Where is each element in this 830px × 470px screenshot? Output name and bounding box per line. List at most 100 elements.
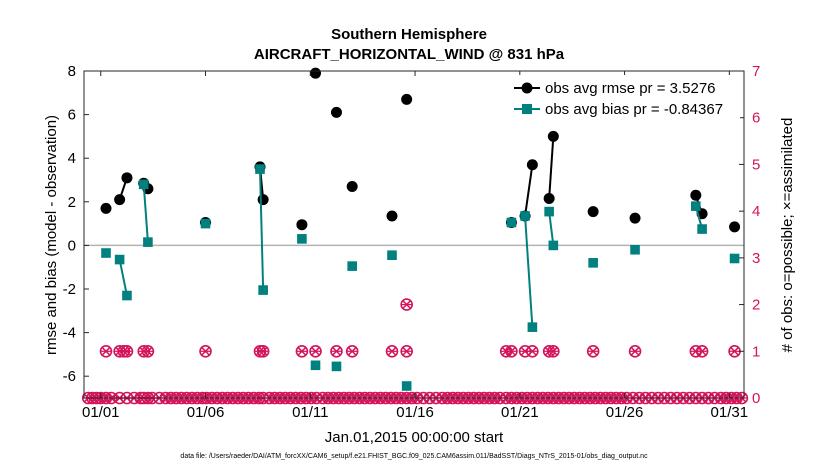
legend-bias-marker (522, 104, 532, 114)
y-right-tick-label: 7 (752, 63, 760, 80)
rmse-point (401, 93, 413, 105)
obs-count-marker (695, 344, 709, 358)
y-right-tick-label: 2 (752, 297, 760, 314)
rmse-point (587, 206, 599, 218)
y-right-tick-label: 6 (752, 110, 760, 127)
legend-rmse-marker (521, 82, 533, 94)
y-tick-label: -4 (63, 325, 76, 342)
obs-count-marker (385, 344, 399, 358)
rmse-point (690, 189, 702, 201)
y-tick-label: -2 (63, 281, 76, 298)
chart-title: Southern Hemisphere (331, 26, 487, 43)
obs-count-marker (400, 344, 413, 358)
bias-point (255, 164, 265, 174)
bias-point (520, 211, 530, 221)
rmse-point (114, 194, 126, 206)
right-axis: 0 1 2 3 4 5 6 7 (739, 63, 760, 407)
bias-point (200, 218, 211, 229)
x-tick-label: 01/16 (396, 404, 434, 421)
y-tick-label: 4 (68, 150, 76, 167)
obs-count-marker (309, 344, 322, 358)
obs-count-marker (256, 344, 270, 358)
series-line (524, 164, 534, 217)
bias-point (310, 360, 321, 371)
rmse-point (386, 210, 398, 222)
x-tick-label: 01/06 (187, 404, 225, 421)
bias-point (143, 237, 153, 247)
bias-point (506, 217, 517, 228)
chart-titles: Southern Hemisphere AIRCRAFT_HORIZONTAL_… (254, 26, 565, 63)
obs-count-marker (400, 298, 413, 311)
series-layer (100, 67, 741, 391)
rmse-point (729, 221, 741, 233)
rmse-point (257, 194, 269, 206)
rmse-point (629, 212, 641, 224)
obs-count-marker (295, 344, 309, 358)
rmse-point (296, 219, 308, 231)
y-axis-label: rmse and bias (model - observation) (43, 115, 60, 355)
x-axis-label: Jan.01,2015 00:00:00 start (325, 429, 504, 446)
series-line (259, 169, 265, 291)
rmse-point (526, 159, 538, 171)
legend-rmse-label: obs avg rmse pr = 3.5276 (545, 80, 716, 97)
obs-count-marker (526, 344, 539, 358)
bias-point (101, 248, 111, 258)
rmse-point (121, 172, 133, 184)
y-tick-label: 0 (68, 237, 76, 254)
bias-point (401, 381, 412, 391)
bias-point (297, 234, 307, 244)
rmse-point (100, 202, 112, 214)
obs-count-marker (199, 344, 212, 358)
left-axis: -6 -4 -2 0 2 4 6 8 (63, 63, 89, 385)
obs-count-marker (141, 344, 155, 358)
y-tick-label: 8 (68, 63, 76, 80)
obs-count-marker (586, 344, 600, 358)
y-tick-label: 2 (68, 194, 76, 211)
bias-point (114, 254, 125, 265)
bias-point (347, 261, 357, 271)
obs-count-marker (547, 344, 560, 358)
x-axis: 01/01 01/06 01/11 01/16 01/21 01/26 01/31 (82, 71, 748, 421)
obs-count-marker (120, 344, 134, 358)
obs-count-marker (505, 344, 518, 358)
bias-point (548, 240, 559, 251)
legend-box (510, 75, 740, 121)
series-line (118, 259, 128, 296)
x-tick-label: 01/11 (292, 404, 328, 421)
x-tick-label: 01/21 (501, 404, 539, 421)
bias-point (697, 224, 707, 234)
chart-subtitle: AIRCRAFT_HORIZONTAL_WIND @ 831 hPa (254, 46, 565, 63)
bias-point (630, 244, 640, 255)
series-line (548, 211, 555, 246)
plot-frame (83, 70, 745, 399)
legend-bias-label: obs avg bias pr = -0.84367 (545, 101, 723, 118)
y-tick-label: -6 (63, 368, 76, 385)
rmse-point (310, 67, 322, 79)
bias-point (331, 361, 342, 372)
y-right-tick-label: 3 (752, 250, 760, 267)
rmse-point (543, 193, 555, 205)
series-line (142, 184, 149, 243)
y-right-tick-label: 4 (752, 203, 760, 220)
series-line (524, 215, 534, 328)
obs-count-marker (628, 344, 642, 358)
bias-point (588, 258, 598, 268)
bias-point (138, 179, 149, 190)
x-tick-label: 01/31 (711, 404, 749, 421)
bias-point (544, 206, 554, 217)
legend: obs avg rmse pr = 3.5276 obs avg bias pr… (510, 75, 740, 121)
bias-point (122, 290, 132, 301)
obs-count-marker (728, 344, 741, 358)
rmse-point (547, 130, 559, 142)
bias-point (387, 250, 397, 261)
obs-count-marker (345, 344, 359, 358)
y-right-tick-label: 5 (752, 156, 760, 173)
x-tick-label: 01/01 (82, 404, 120, 421)
y-right-tick-label: 1 (752, 343, 760, 360)
rmse-point (346, 181, 358, 193)
obs-count-marker (99, 344, 113, 358)
footnote: data file: /Users/raeder/DAI/ATM_forcXX/… (180, 453, 648, 460)
bias-point (691, 201, 701, 211)
bias-point (527, 322, 538, 332)
